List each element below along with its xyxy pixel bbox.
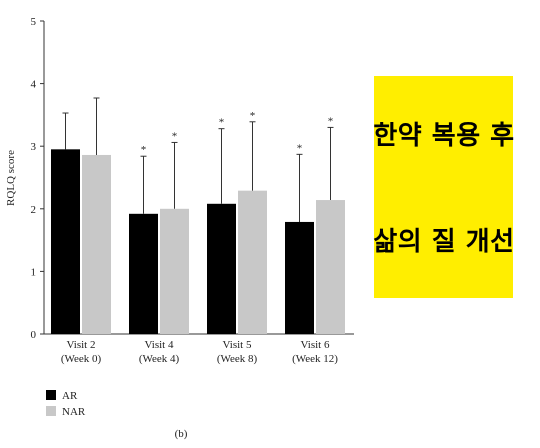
legend-swatch-nar (46, 406, 56, 416)
y-tick-label: 2 (31, 204, 37, 216)
chart-labels: 0 1 2 3 4 5 RQLQ score Visit 2 (Week 0) * * Visit 4… (5, 16, 338, 440)
significance-marker: * (297, 142, 303, 154)
x-tick-label: Visit 5 (223, 339, 252, 351)
y-tick-label: 1 (31, 266, 37, 278)
significance-marker: * (328, 115, 334, 127)
significance-marker: * (219, 117, 225, 129)
overlay-text-line2: 삶의 질 개선 (373, 227, 515, 257)
highlight-box (374, 76, 513, 298)
x-tick-label: (Week 0) (61, 353, 102, 365)
y-axis-title: RQLQ score (5, 150, 17, 206)
x-tick-label: Visit 6 (301, 339, 330, 351)
bar-ar (207, 203, 236, 334)
bar-ar (129, 213, 158, 334)
bar-ar (51, 149, 80, 334)
bar-nar (238, 190, 267, 334)
y-tick-label: 3 (31, 141, 37, 153)
legend-label-ar: AR (62, 390, 78, 402)
x-tick-label: (Week 8) (217, 353, 258, 365)
bar-nar (160, 208, 189, 334)
legend-swatch-ar (46, 390, 56, 400)
y-tick-label: 5 (31, 16, 37, 28)
x-tick-label: (Week 12) (292, 353, 338, 365)
chart-legend: AR NAR (46, 390, 86, 418)
chart-bars (51, 97, 345, 334)
bar-nar (82, 154, 111, 334)
bar-nar (316, 200, 345, 334)
legend-label-nar: NAR (62, 406, 86, 418)
x-tick-label: Visit 4 (145, 339, 174, 351)
significance-marker: * (141, 144, 147, 156)
bar-ar (285, 221, 314, 334)
panel-label: (b) (175, 428, 188, 440)
x-tick-label: Visit 2 (67, 339, 96, 351)
overlay-text-line1: 한약 복용 후 (373, 121, 515, 151)
y-tick-label: 4 (31, 79, 37, 91)
significance-marker: * (250, 110, 256, 122)
x-tick-label: (Week 4) (139, 353, 180, 365)
significance-marker: * (172, 130, 178, 142)
y-tick-label: 0 (31, 329, 37, 341)
